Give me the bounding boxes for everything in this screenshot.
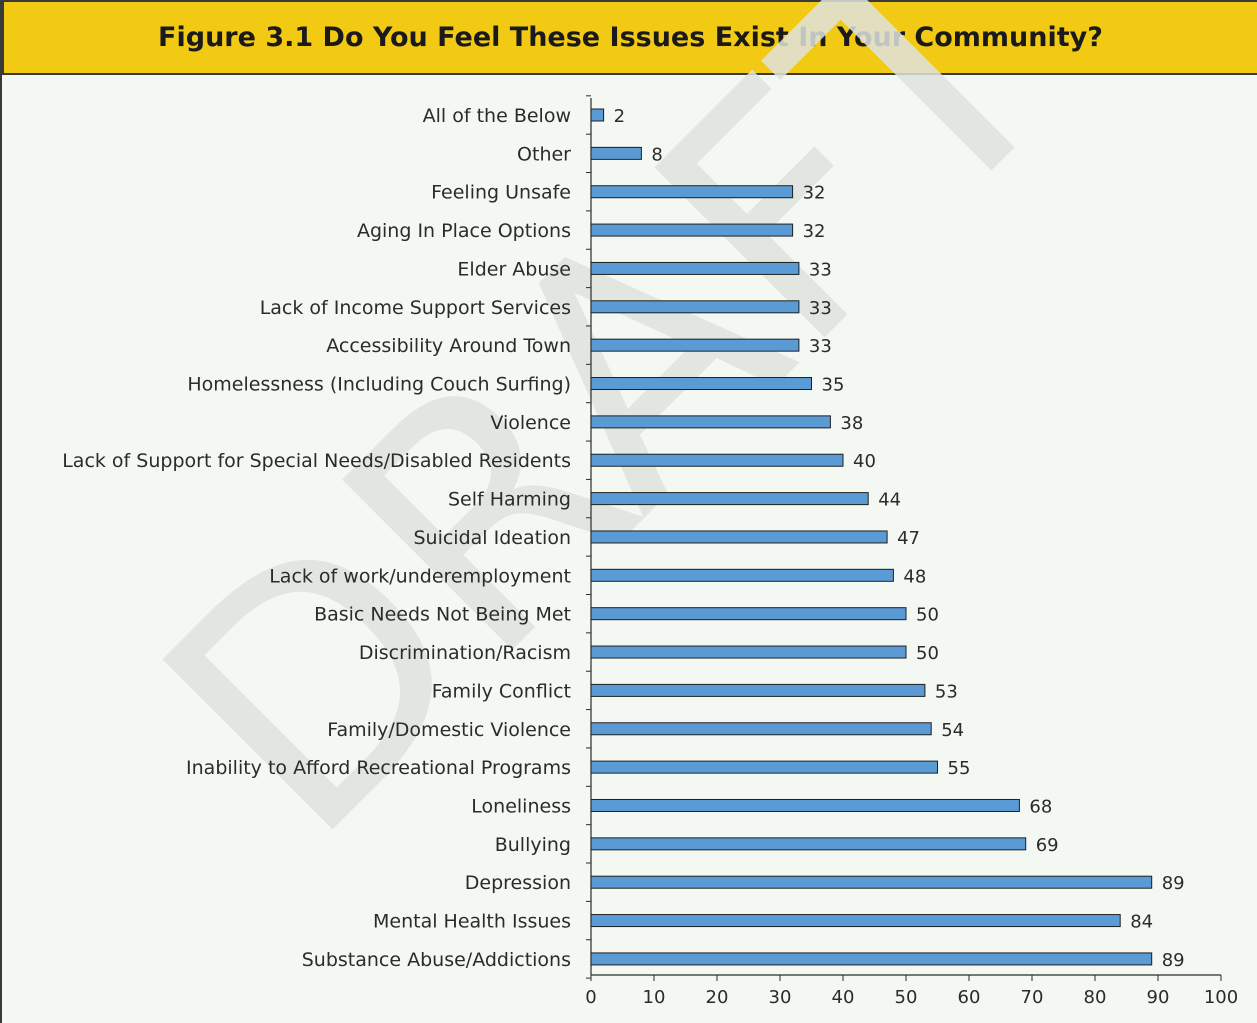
x-tick-label: 0 [585,987,596,1008]
bar [590,875,1153,889]
category-label: Homelessness (Including Couch Surfing) [187,374,571,396]
bar [590,952,1153,966]
bar [590,492,869,506]
category-label: Loneliness [471,795,571,817]
x-tick-label: 20 [706,987,729,1008]
data-label: 33 [809,259,832,280]
chart-title: Figure 3.1 Do You Feel These Issues Exis… [158,22,1103,53]
x-tick-label: 30 [769,987,792,1008]
bar [590,760,938,774]
bar [590,338,800,352]
figure-header: Figure 3.1 Do You Feel These Issues Exis… [2,0,1257,75]
bar [590,453,844,467]
bar [590,300,800,314]
category-label: Lack of Income Support Services [260,297,571,319]
data-label: 38 [840,413,863,434]
x-tick-label: 60 [958,987,981,1008]
category-label: Basic Needs Not Being Met [314,604,571,626]
data-label: 33 [809,336,832,357]
x-tick-label: 90 [1147,987,1170,1008]
data-label: 44 [878,490,901,511]
data-label: 47 [897,528,920,549]
x-tick-label: 40 [832,987,855,1008]
category-label: Aging In Place Options [357,220,571,242]
bar [590,798,1020,812]
bar [590,377,812,391]
data-label: 89 [1162,873,1185,894]
data-label: 53 [935,681,958,702]
bar [590,722,932,736]
data-label: 48 [903,566,926,587]
category-label: Self Harming [448,489,571,511]
bar [590,683,926,697]
data-label: 32 [803,183,826,204]
bar [590,914,1121,928]
x-tick-label: 70 [1021,987,1044,1008]
data-label: 8 [651,144,662,165]
category-label: All of the Below [423,105,571,127]
data-label: 54 [941,720,964,741]
category-label: Other [517,143,571,165]
data-label: 33 [809,298,832,319]
category-label: Substance Abuse/Addictions [302,949,571,971]
category-label: Lack of work/underemployment [269,565,571,587]
data-label: 50 [916,605,939,626]
category-label: Violence [490,412,571,434]
data-label: 32 [803,221,826,242]
data-label: 40 [853,451,876,472]
category-label: Family Conflict [432,680,571,702]
x-tick-label: 50 [895,987,918,1008]
data-label: 35 [822,375,845,396]
bar [590,223,794,237]
category-label: Inability to Afford Recreational Program… [186,757,571,779]
bar [590,607,907,621]
data-label: 68 [1029,796,1052,817]
category-label: Family/Domestic Violence [327,719,571,741]
category-label: Mental Health Issues [373,911,571,933]
data-label: 50 [916,643,939,664]
bar [590,415,831,429]
category-label: Lack of Support for Special Needs/Disabl… [62,450,571,472]
bar [590,530,888,544]
bar [590,568,894,582]
data-label: 69 [1036,835,1059,856]
bar [590,645,907,659]
category-label: Suicidal Ideation [413,527,571,549]
category-label: Depression [465,872,571,894]
data-label: 89 [1162,950,1185,971]
category-label: Discrimination/Racism [359,642,571,664]
x-tick-label: 100 [1204,987,1238,1008]
x-tick-label: 80 [1084,987,1107,1008]
data-label: 2 [614,106,625,127]
bar [590,185,794,199]
bar [590,261,800,275]
category-label: Bullying [495,834,571,856]
category-label: Feeling Unsafe [431,182,571,204]
bar [590,146,642,160]
category-label: Accessibility Around Town [326,335,571,357]
data-label: 84 [1130,912,1153,933]
bar [590,108,605,122]
x-tick-label: 10 [643,987,666,1008]
bar [590,837,1027,851]
category-label: Elder Abuse [457,258,571,280]
data-label: 55 [948,758,971,779]
